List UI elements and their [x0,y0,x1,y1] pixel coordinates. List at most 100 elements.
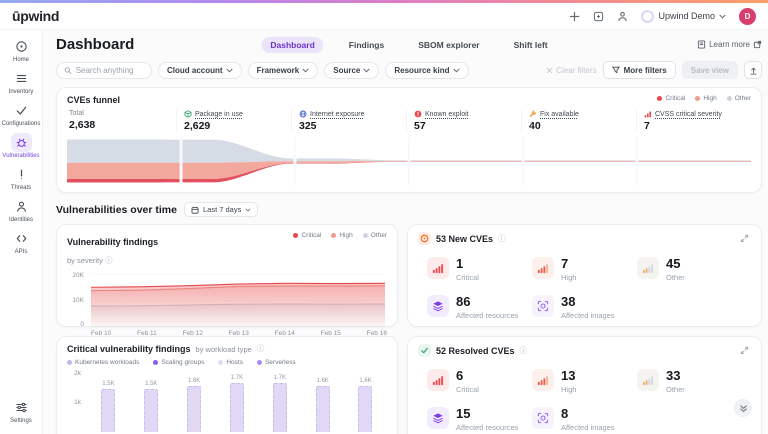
topbar: ūpwind Upwind Demo D [0,3,768,30]
funnel-title: CVEs funnel [67,95,121,105]
tab-sbom-explorer[interactable]: SBOM explorer [418,39,480,50]
topbar-actions: Upwind Demo D [569,7,756,25]
brand-gradient-bar [0,0,768,3]
bar-value-label: 1.7K [273,374,286,381]
expand-icon[interactable] [738,232,751,245]
check-icon [16,106,26,115]
info-icon[interactable]: ⓘ [256,344,265,354]
funnel-stage-internet-exposure: Internet exposure 325 [291,110,406,132]
filter-source[interactable]: Source [324,61,380,79]
inventory-icon [16,74,26,83]
dashboard-grid: Vulnerability findings by severity ⓘ Cri… [56,224,762,434]
sidebar-item-home[interactable]: Home [0,37,42,63]
search-input[interactable] [75,65,144,75]
search-icon [64,66,72,74]
x-axis: Feb 10 Feb 11 Feb 12 Feb 13 Feb 14 Feb 15 Feb … [91,330,387,337]
home-icon [15,41,27,52]
resolved-cves-title: 52 Resolved CVEs [436,345,515,356]
bug-icon [16,138,26,147]
vulnerability-findings-card: Vulnerability findings by severity ⓘ Cri… [56,224,398,337]
sidebar-item-configurations[interactable]: Configurations [0,101,42,127]
save-view-button[interactable]: Save view [681,61,738,79]
chevron-down-icon [453,68,460,72]
more-filters-button[interactable]: More filters [602,61,676,79]
info-icon[interactable]: ⓘ [104,256,113,265]
new-cves-card: 53 New CVEs ⓘ 1 Critical [407,224,762,327]
workload-findings-card: Critical vulnerability findings by workl… [56,336,398,434]
tab-dashboard[interactable]: Dashboard [261,36,324,53]
stat-other: 33 Other [637,369,742,394]
apps-icon[interactable] [593,11,604,22]
section-header: Vulnerabilities over time Last 7 days [56,202,762,217]
filter-bar: Cloud account Framework Source Resource … [56,61,762,79]
high-dot [331,233,337,238]
bar-group: 1.5K [101,380,116,432]
filter-cloud-account[interactable]: Cloud account [158,61,242,79]
legend-scaling-groups[interactable]: Scaling groups [153,359,204,366]
funnel-stage-known-exploit: Known exploit 57 [406,110,521,132]
filter-framework[interactable]: Framework [247,61,319,79]
search-box[interactable] [56,61,152,79]
severity-bars-icon [644,111,652,118]
resolved-cves-stats: 6 Critical 13 High 33 Other 15 Affected [418,369,751,432]
user-avatar[interactable]: D [739,7,756,25]
chevrons-down-icon [739,404,747,412]
x-tick-label: Feb 16 [366,330,387,337]
bar-group: 1.6K [187,377,202,432]
sidebar-item-threats[interactable]: Threats [0,165,42,191]
time-range-select[interactable]: Last 7 days [184,202,259,217]
legend-serverless[interactable]: Serverless [256,359,296,366]
bar-value-label: 1.5K [145,380,158,387]
legend-kubernetes-workloads[interactable]: Kubernetes workloads [67,359,139,366]
stat-affected-resources: 15 Affected resources [427,407,532,432]
other-dot [726,96,732,101]
exclamation-icon [20,169,22,179]
clear-filters-button[interactable]: Clear filters [546,66,597,75]
pin-icon [749,67,757,75]
bar-group: 1.6K [315,378,330,432]
workload-bar-chart: 2k 1k 1.5K 1.5K 1.6K 1.7K 1.7K 1.6K 1.6K [67,370,387,432]
scan-image-icon [537,412,549,424]
person-icon [16,201,26,212]
bar-group: 1.6K [358,378,373,432]
user-icon[interactable] [617,11,628,22]
filter-resource-kind[interactable]: Resource kind [385,61,469,79]
sidebar-item-identities[interactable]: Identities [0,197,42,223]
page-header: Dashboard Dashboard Findings SBOM explor… [56,36,762,53]
sidebar-item-settings[interactable]: Settings [0,398,42,424]
external-link-icon [753,40,762,49]
legend-hosts[interactable]: Hosts [218,359,243,366]
signal-bars-icon [642,264,654,274]
sliders-icon [15,402,27,413]
info-icon[interactable]: ⓘ [498,233,506,243]
page-title: Dashboard [56,36,135,53]
bar-value-label: 1.7K [230,374,244,381]
info-icon[interactable]: ⓘ [519,345,528,355]
scroll-down-button[interactable] [734,399,752,417]
findings-title: Vulnerability findings [67,237,159,247]
learn-more-link[interactable]: Learn more [697,40,762,49]
stat-high: 13 High [532,369,637,394]
docs-icon [697,40,706,49]
bar-group: 1.7K [229,374,244,432]
pin-view-button[interactable] [744,61,762,79]
funnel-stage-package-in-use: Package in use 2,629 [176,110,291,132]
layers-icon [433,301,443,312]
expand-icon[interactable] [738,344,751,357]
bar-value-label: 1.6K [187,377,201,384]
sidebar-item-apis[interactable]: APIs [0,229,42,255]
bar-value-label: 1.5K [102,380,115,387]
code-brackets-icon [16,235,26,242]
account-menu[interactable]: Upwind Demo [641,9,726,23]
chevron-down-icon [245,208,251,212]
tab-shift-left[interactable]: Shift left [513,39,548,50]
other-dot [362,233,368,238]
severity-legend: Critical High Other [293,232,387,239]
sidebar-item-inventory[interactable]: Inventory [0,69,42,95]
stat-affected-resources: 86 Affected resources [427,295,532,320]
bar [315,385,330,432]
sidebar-item-vulnerabilities[interactable]: Vulnerabilities [0,133,42,159]
tab-findings[interactable]: Findings [348,39,385,50]
funnel-stage-cvss-critical: CVSS critical severity 7 [636,110,751,132]
plus-icon[interactable] [569,11,580,22]
